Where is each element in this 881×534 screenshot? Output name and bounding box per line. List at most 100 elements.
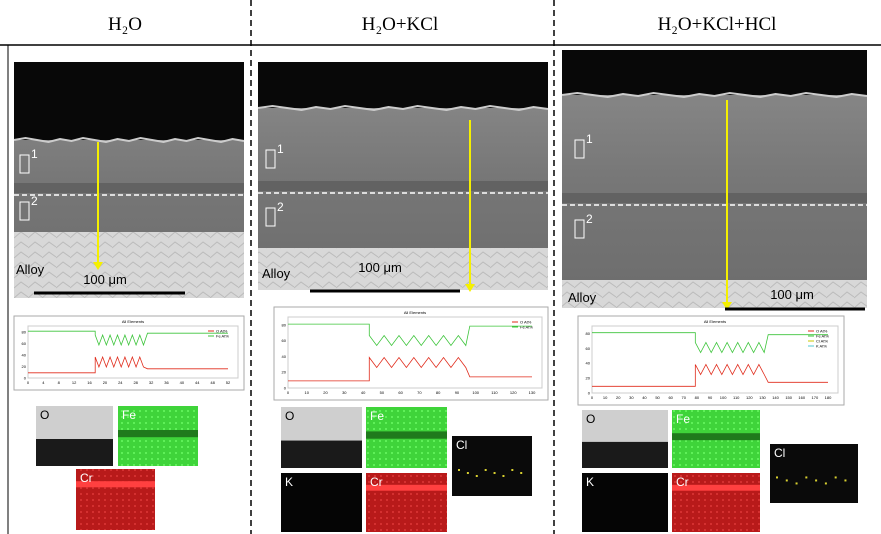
scale-label: 100 μm (83, 272, 127, 287)
legend-label: K At% (816, 344, 827, 349)
figure: H₂O12100 μmAlloyAll Elements020406080048… (0, 0, 881, 534)
y-tick-label: 80 (282, 322, 287, 327)
legend-label: Fe At% (520, 325, 533, 330)
map-label: Fe (676, 412, 690, 426)
y-tick-label: 80 (22, 329, 27, 334)
cl-speck (476, 475, 478, 477)
x-tick-label: 12 (72, 380, 77, 385)
cl-speck (520, 472, 522, 474)
column-title: H₂O+KCl+HCl (658, 14, 777, 35)
plot-frame (274, 307, 548, 400)
x-tick-label: 180 (825, 395, 832, 400)
cl-speck (467, 472, 469, 474)
x-tick-label: 20 (616, 395, 621, 400)
x-tick-label: 110 (733, 395, 740, 400)
x-tick-label: 36 (164, 380, 169, 385)
map-label: O (285, 409, 294, 423)
x-tick-label: 110 (491, 390, 498, 395)
column-title: H₂O (108, 14, 142, 35)
region-label: Alloy (16, 262, 45, 277)
x-tick-label: 150 (785, 395, 792, 400)
oxide-band (582, 442, 668, 468)
map-label: Fe (370, 409, 384, 423)
x-tick-label: 140 (772, 395, 779, 400)
alloy (258, 248, 548, 290)
porous-band (258, 181, 548, 191)
cl-speck (511, 469, 513, 471)
x-tick-label: 160 (798, 395, 805, 400)
x-tick-label: 100 (720, 395, 727, 400)
x-tick-label: 40 (180, 380, 185, 385)
gas-side (258, 62, 548, 108)
cl-speck (458, 469, 460, 471)
y-tick-label: 60 (22, 341, 27, 346)
cl-speck (786, 479, 788, 481)
fe-band (366, 431, 447, 438)
y-tick-label: 60 (586, 346, 591, 351)
marker-label: 2 (31, 194, 38, 208)
x-tick-label: 130 (529, 390, 536, 395)
porous-band (562, 193, 867, 203)
alloy (562, 280, 867, 308)
plot-title: All Elements (122, 319, 144, 324)
map-label: Cl (456, 438, 467, 452)
fe-band (672, 433, 760, 440)
map-label: K (586, 475, 594, 489)
x-tick-label: 44 (195, 380, 200, 385)
x-tick-label: 90 (708, 395, 713, 400)
alloy (14, 232, 244, 298)
x-tick-label: 20 (103, 380, 108, 385)
column-title: H₂O+KCl (362, 14, 438, 35)
map-label: Cr (370, 475, 383, 489)
x-tick-label: 40 (642, 395, 647, 400)
x-tick-label: 32 (149, 380, 154, 385)
y-tick-label: 60 (282, 338, 287, 343)
map-label: K (285, 475, 293, 489)
x-tick-label: 24 (118, 380, 123, 385)
marker-label: 1 (586, 132, 593, 146)
scale-label: 100 μm (770, 287, 814, 302)
x-tick-label: 16 (87, 380, 92, 385)
map-label: O (586, 412, 595, 426)
x-tick-label: 90 (455, 390, 460, 395)
x-tick-label: 60 (668, 395, 673, 400)
x-tick-label: 120 (746, 395, 753, 400)
y-tick-label: 40 (586, 361, 591, 366)
x-tick-label: 130 (759, 395, 766, 400)
y-tick-label: 40 (22, 352, 27, 357)
x-tick-label: 120 (510, 390, 517, 395)
x-tick-label: 30 (629, 395, 634, 400)
cl-speck (835, 476, 837, 478)
x-tick-label: 70 (417, 390, 422, 395)
gas-side (562, 50, 867, 95)
x-tick-label: 170 (812, 395, 819, 400)
cl-speck (776, 476, 778, 478)
x-tick-label: 80 (695, 395, 700, 400)
region-label: Alloy (568, 290, 597, 305)
cl-speck (796, 482, 798, 484)
map-label: Cl (774, 446, 785, 460)
x-tick-label: 40 (361, 390, 366, 395)
marker-label: 2 (586, 212, 593, 226)
x-tick-label: 100 (472, 390, 479, 395)
x-tick-label: 10 (603, 395, 608, 400)
x-tick-label: 60 (398, 390, 403, 395)
cl-speck (502, 475, 504, 477)
cl-speck (494, 472, 496, 474)
fe-band (118, 430, 198, 437)
plot-title: All Elements (704, 319, 726, 324)
map-label: O (40, 408, 49, 422)
plot-frame (14, 316, 244, 390)
map-label: Cr (80, 471, 93, 485)
gas-side (14, 62, 244, 140)
x-tick-label: 48 (210, 380, 215, 385)
legend-label: Fe At% (216, 334, 229, 339)
marker-label: 2 (277, 200, 284, 214)
y-tick-label: 80 (586, 331, 591, 336)
x-tick-label: 50 (380, 390, 385, 395)
plot-frame (578, 316, 844, 405)
cl-speck (815, 479, 817, 481)
cl-speck (825, 482, 827, 484)
y-tick-label: 40 (282, 354, 287, 359)
element-map (582, 473, 668, 532)
